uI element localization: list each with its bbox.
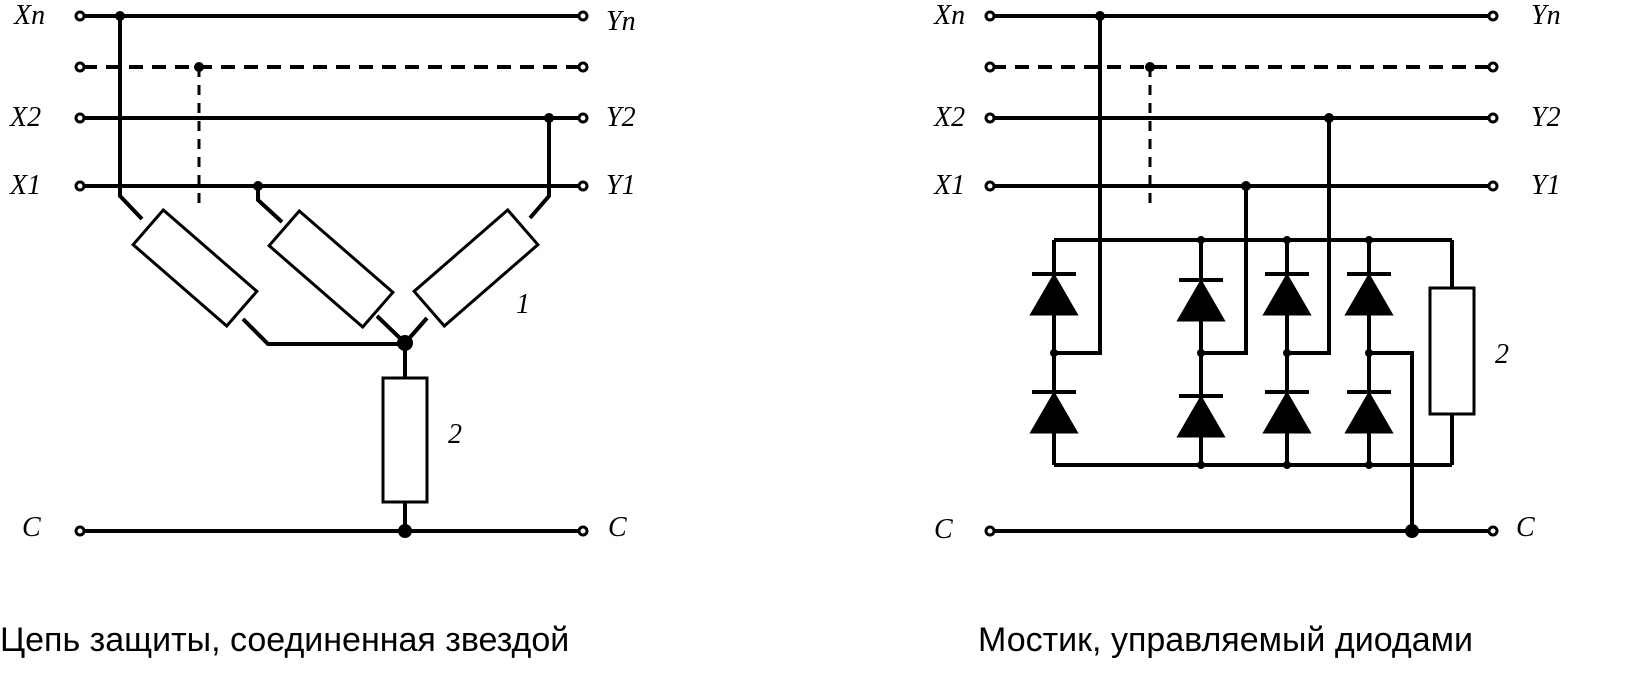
label-xn: Xn (933, 0, 965, 31)
label-x1: X1 (933, 170, 965, 201)
resistor-branch-2 (267, 208, 395, 330)
terminal-x2 (984, 112, 996, 124)
label-y2: Y2 (1531, 102, 1561, 133)
terminal-dashed-right (577, 61, 589, 73)
label-y1: Y1 (606, 170, 636, 201)
junction-col4-bottom (1365, 461, 1373, 469)
diode-col3-upper (1262, 272, 1312, 316)
diode-col3-lower (1262, 390, 1312, 434)
left-caption: Цепь защиты, соединенная звездой (0, 621, 569, 659)
label-y2: Y2 (606, 102, 636, 133)
diode-col1-upper (1029, 272, 1079, 316)
left-diagram-star-circuit: Xn Yn X2 Y2 X1 Y1 C C 1 2 Цеп (0, 0, 636, 659)
terminal-c-right (577, 525, 589, 537)
terminal-x2 (74, 112, 86, 124)
terminal-c-left (984, 525, 996, 537)
branch-wire-x2 (528, 118, 551, 220)
resistor-common (381, 376, 429, 504)
junction-c-left-diagram (398, 524, 412, 538)
diode-col4-lower (1344, 390, 1394, 434)
diode-col2-lower (1176, 394, 1226, 438)
terminal-dashed-right (1487, 61, 1499, 73)
junction-col2-top (1197, 236, 1205, 244)
terminal-dashed-left (74, 61, 86, 73)
label-x1: X1 (9, 170, 41, 201)
diode-col4-upper (1344, 272, 1394, 316)
tap-wire-xn (1054, 16, 1102, 355)
terminal-y1 (577, 180, 589, 192)
terminal-xn (74, 10, 86, 22)
label-c-right: C (1516, 512, 1535, 543)
label-c-left: C (934, 514, 953, 545)
terminal-c-right (1487, 525, 1499, 537)
diode-col1-lower (1029, 390, 1079, 434)
terminal-yn (577, 10, 589, 22)
label-c-left: C (22, 512, 41, 543)
branch-wire-x1 (256, 186, 284, 224)
resistor-bridge (1428, 286, 1476, 416)
label-yn: Yn (606, 6, 636, 37)
junction-c-right-diagram (1405, 524, 1419, 538)
label-y1: Y1 (1531, 170, 1561, 201)
tap-wire-c (1369, 351, 1414, 531)
branch-wire-xn (118, 16, 144, 221)
diode-col2-upper (1176, 278, 1226, 322)
junction-col2-bottom (1197, 461, 1205, 469)
terminal-yn (1487, 10, 1499, 22)
label-resistor-group: 1 (516, 289, 530, 320)
tap-wire-x1 (1201, 186, 1248, 355)
tap-wire-x2 (1287, 118, 1331, 355)
terminal-x1 (984, 180, 996, 192)
resistor-branch-3 (412, 207, 540, 329)
branch-wire-1-out (241, 317, 406, 346)
label-c-right: C (608, 512, 627, 543)
junction-col3-bottom (1283, 461, 1291, 469)
terminal-y1 (1487, 180, 1499, 192)
terminal-y2 (1487, 112, 1499, 124)
resistor-branch-1 (131, 207, 259, 329)
label-resistor: 2 (1495, 339, 1509, 370)
label-x2: X2 (933, 102, 965, 133)
terminal-x1 (74, 180, 86, 192)
right-diagram-diode-bridge: Xn Yn X2 Y2 X1 Y1 C C 2 (933, 0, 1561, 659)
terminal-xn (984, 10, 996, 22)
label-x2: X2 (9, 102, 41, 133)
junction-col3-top (1283, 236, 1291, 244)
terminal-y2 (577, 112, 589, 124)
terminal-dashed-left (984, 61, 996, 73)
terminal-c-left (74, 525, 86, 537)
junction-col4-top (1365, 236, 1373, 244)
label-resistor-common: 2 (448, 419, 462, 450)
label-yn: Yn (1531, 0, 1561, 31)
label-xn: Xn (13, 0, 45, 31)
right-caption: Мостик, управляемый диодами (978, 621, 1473, 659)
